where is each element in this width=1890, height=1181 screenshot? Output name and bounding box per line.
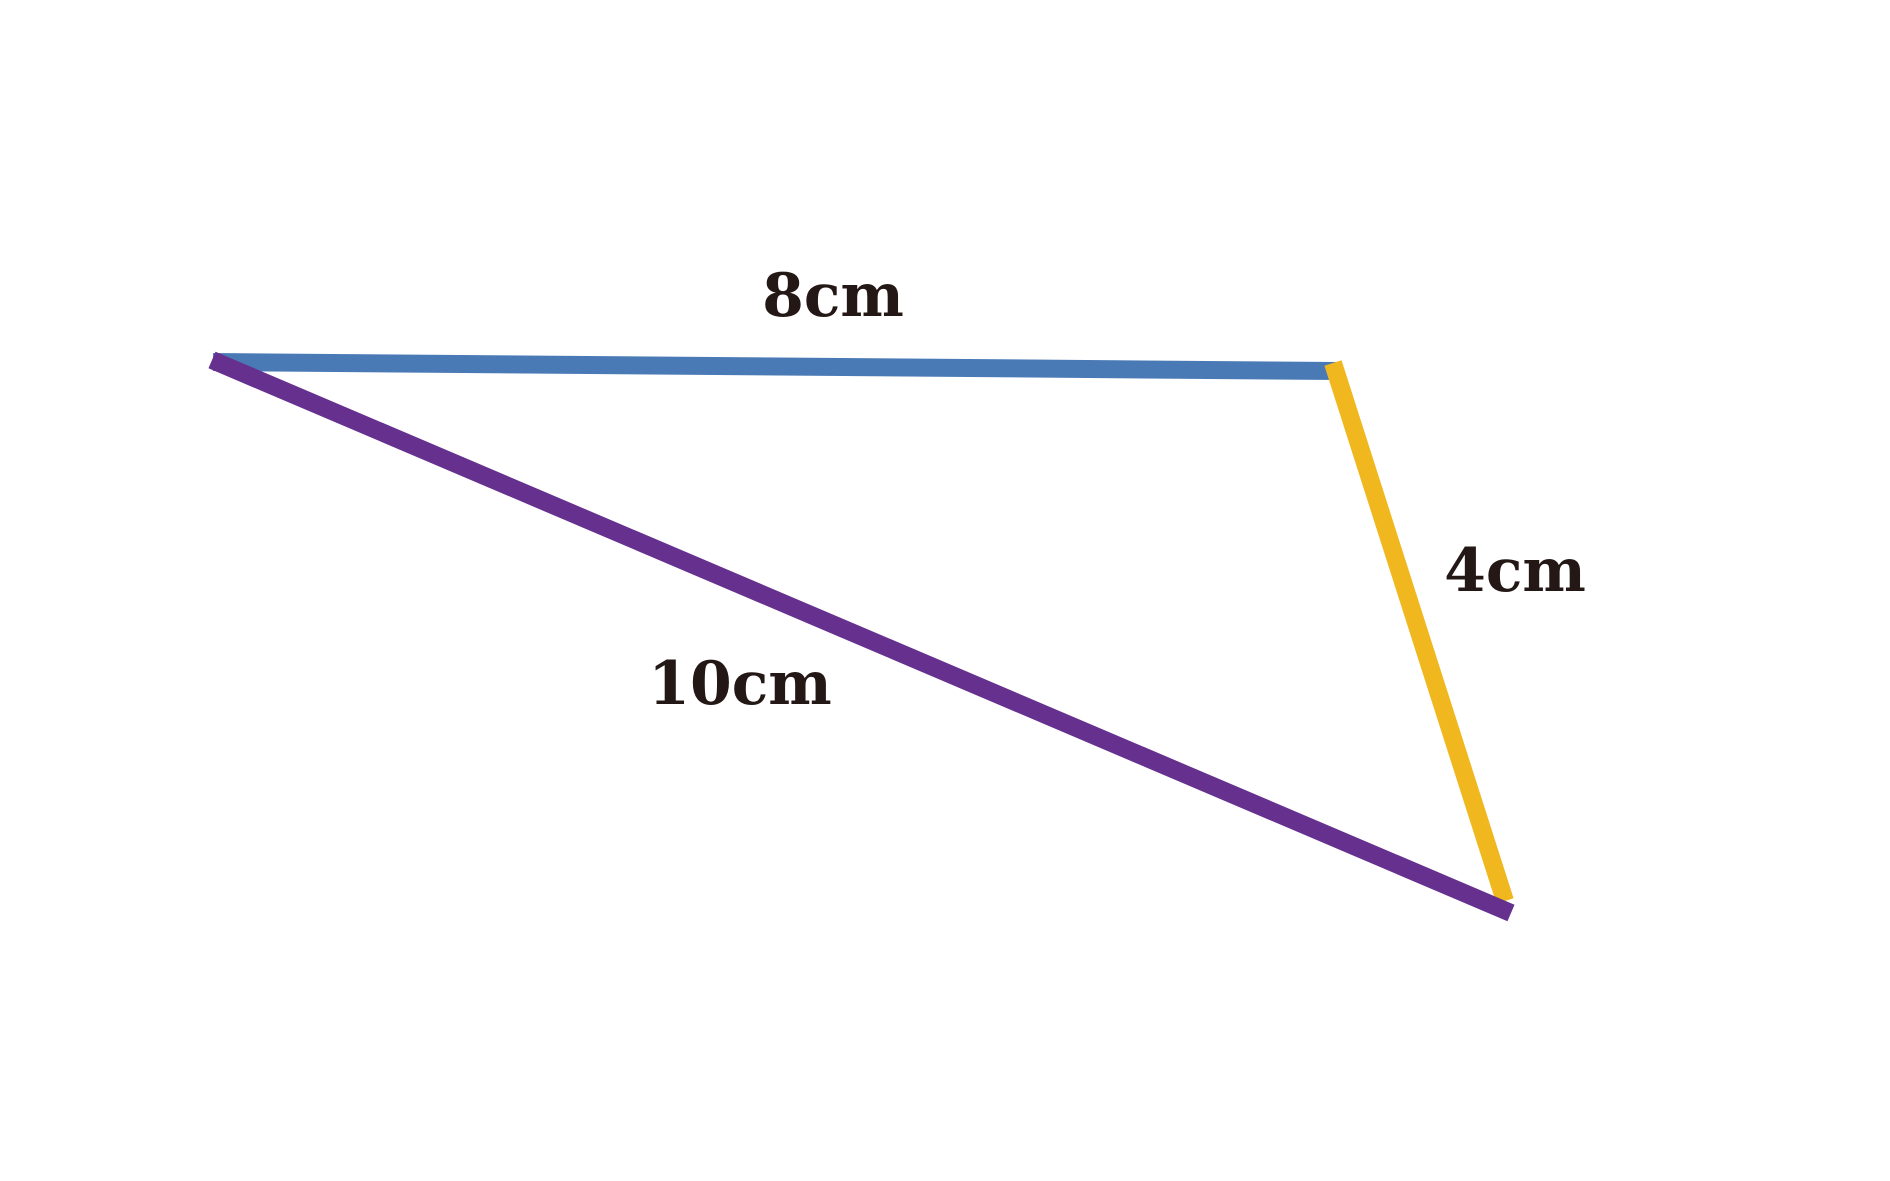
edge-diagonal-label: 10cm <box>648 649 832 719</box>
edge-right-label: 4cm <box>1444 536 1586 606</box>
edge-diagonal <box>208 351 1515 922</box>
edge-top <box>212 353 1339 380</box>
edge-top-label: 8cm <box>762 261 904 331</box>
edge-right <box>1324 360 1514 904</box>
